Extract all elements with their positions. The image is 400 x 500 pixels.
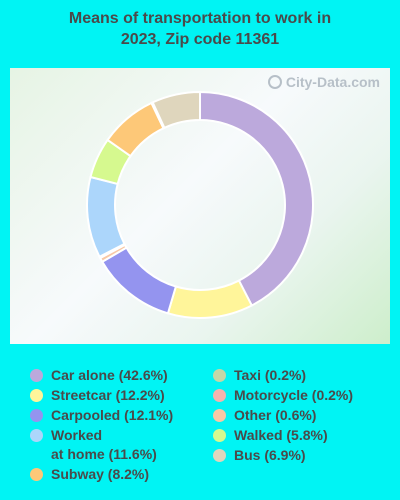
chart-title-text: Means of transportation to work in 2023,… [68,10,332,48]
plot-area: City-Data.com [10,68,390,344]
slice-worked-at-home [86,175,126,259]
legend-swatch [30,389,43,402]
legend-swatch [213,389,226,402]
legend-label: Subway (8.2%) [51,466,150,482]
legend-item-worked-at-home: Worked at home (11.6%) [30,426,157,464]
legend-label: Car alone (42.6%) [51,367,168,383]
watermark: City-Data.com [267,74,380,90]
legend-swatch [30,468,43,481]
legend-item-streetcar: Streetcar (12.2%) [30,386,165,405]
donut-chart [86,90,314,319]
slice-carpooled [100,246,178,315]
legend-swatch [30,409,43,422]
legend-item-bus: Bus (6.9%) [213,446,306,465]
legend-swatch [213,429,226,442]
legend-swatch [30,429,43,442]
watermark-text: City-Data.com [285,74,380,90]
legend-item-subway: Subway (8.2%) [30,465,149,484]
legend-swatch [213,449,226,462]
legend-item-taxi: Taxi (0.2%) [213,366,306,385]
legend-item-motorcycle: Motorcycle (0.2%) [213,386,353,405]
legend-label: Taxi (0.2%) [234,367,307,383]
slice-bus [151,90,201,130]
chart-title: Means of transportation to work in 2023,… [0,8,400,50]
legend-swatch [213,369,226,382]
legend-item-carpooled: Carpooled (12.1%) [30,406,173,425]
legend-label: Streetcar (12.2%) [51,387,165,403]
legend-label: Other (0.6%) [234,407,317,423]
slice-streetcar [166,279,254,319]
legend-item-other: Other (0.6%) [213,406,316,425]
legend-label: Walked (5.8%) [234,427,328,443]
legend-label: Bus (6.9%) [234,447,306,463]
legend: Car alone (42.6%) Streetcar (12.2%) Carpoo… [0,366,400,496]
legend-label: Carpooled (12.1%) [51,407,174,423]
legend-label: Motorcycle (0.2%) [234,387,354,403]
legend-item-walked: Walked (5.8%) [213,426,328,445]
slice-car-alone [199,90,314,307]
legend-swatch [30,369,43,382]
legend-label: Worked at home (11.6%) [51,427,157,462]
legend-item-car-alone: Car alone (42.6%) [30,366,168,385]
legend-swatch [213,409,226,422]
watermark-globe-icon [267,75,282,89]
